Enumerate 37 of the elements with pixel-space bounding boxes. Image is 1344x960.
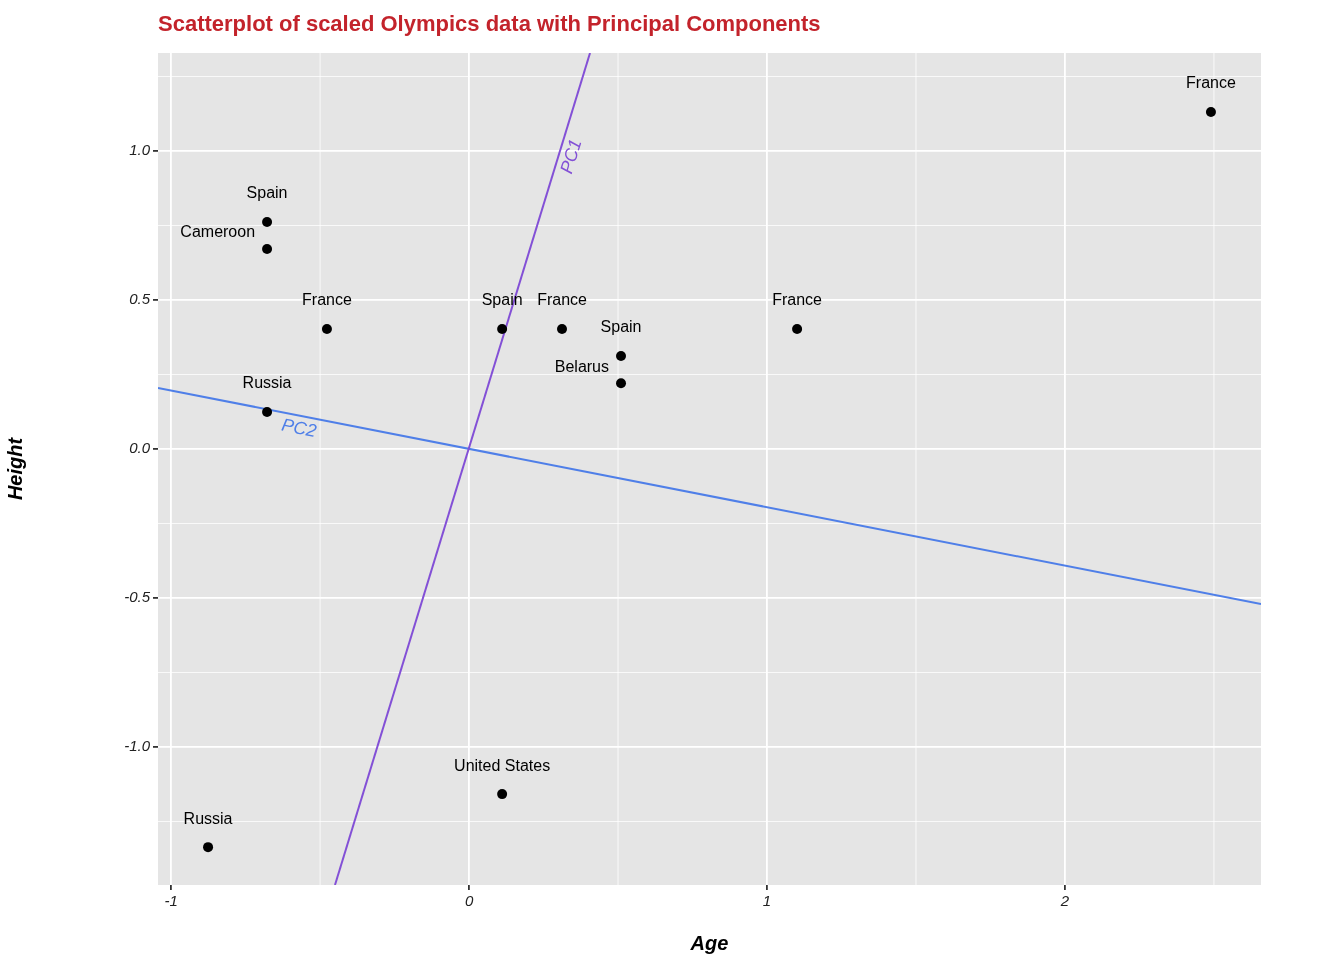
annotation: Russia <box>242 374 292 392</box>
annotation: France <box>772 291 823 309</box>
chart-title: Scatterplot of scaled Olympics data with Principal Components <box>158 11 821 37</box>
point <box>262 407 273 418</box>
x-tick-label: 1 <box>762 892 772 910</box>
point <box>321 323 332 334</box>
annotation: Spain <box>600 318 642 336</box>
point <box>616 378 627 389</box>
x-tick-label: 0 <box>464 892 474 910</box>
point <box>497 323 508 334</box>
text: PC2 <box>279 414 319 441</box>
annotation: Cameroon <box>180 223 256 241</box>
point <box>203 842 214 853</box>
annotation: Spain <box>246 184 288 202</box>
y-tick-label: -0.5 <box>124 588 151 606</box>
x-axis-title: Age <box>689 931 729 954</box>
point <box>262 216 273 227</box>
annotation: France <box>537 291 588 309</box>
point <box>792 323 803 334</box>
y-tick-label: -1.0 <box>124 737 151 755</box>
point <box>557 323 568 334</box>
annotation: France <box>302 291 352 309</box>
point <box>616 351 627 362</box>
point <box>1205 107 1216 117</box>
text: PC1 <box>556 136 586 177</box>
annotation: France <box>1186 74 1236 92</box>
annotation: United States <box>454 756 551 774</box>
y-axis-title: Height <box>3 436 26 501</box>
y-tick-label: 0.0 <box>129 439 151 457</box>
point <box>497 789 508 800</box>
annotation: Russia <box>183 809 233 827</box>
x-tick-label: -1 <box>164 892 178 910</box>
point <box>262 244 273 255</box>
y-tick-label: 0.5 <box>129 290 151 308</box>
y-tick-label: 1.0 <box>129 141 151 159</box>
x-tick-label: 2 <box>1059 892 1070 910</box>
annotation: Belarus <box>554 357 610 375</box>
